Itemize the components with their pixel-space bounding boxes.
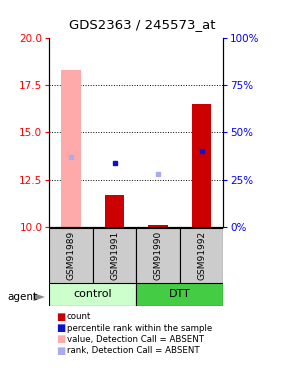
Bar: [105, 195, 124, 227]
FancyBboxPatch shape: [93, 228, 136, 283]
Text: rank, Detection Call = ABSENT: rank, Detection Call = ABSENT: [67, 346, 199, 355]
Text: GDS2363 / 245573_at: GDS2363 / 245573_at: [69, 18, 215, 31]
FancyBboxPatch shape: [180, 228, 223, 283]
Text: ■: ■: [57, 312, 66, 322]
FancyBboxPatch shape: [49, 283, 136, 306]
Text: ■: ■: [57, 346, 66, 355]
Bar: [61, 70, 81, 227]
Text: count: count: [67, 312, 91, 321]
FancyBboxPatch shape: [136, 228, 180, 283]
Text: GSM91990: GSM91990: [153, 231, 163, 280]
FancyBboxPatch shape: [136, 283, 223, 306]
Text: GSM91992: GSM91992: [197, 231, 206, 280]
FancyBboxPatch shape: [49, 228, 93, 283]
Text: control: control: [73, 290, 112, 299]
Bar: [148, 225, 168, 227]
Text: agent: agent: [7, 292, 37, 302]
Polygon shape: [33, 293, 45, 301]
Text: GSM91989: GSM91989: [66, 231, 76, 280]
Text: DTT: DTT: [169, 290, 191, 299]
Text: percentile rank within the sample: percentile rank within the sample: [67, 324, 212, 333]
Text: ■: ■: [57, 323, 66, 333]
Text: ■: ■: [57, 334, 66, 344]
Bar: [192, 104, 211, 227]
Text: value, Detection Call = ABSENT: value, Detection Call = ABSENT: [67, 335, 204, 344]
Text: GSM91991: GSM91991: [110, 231, 119, 280]
